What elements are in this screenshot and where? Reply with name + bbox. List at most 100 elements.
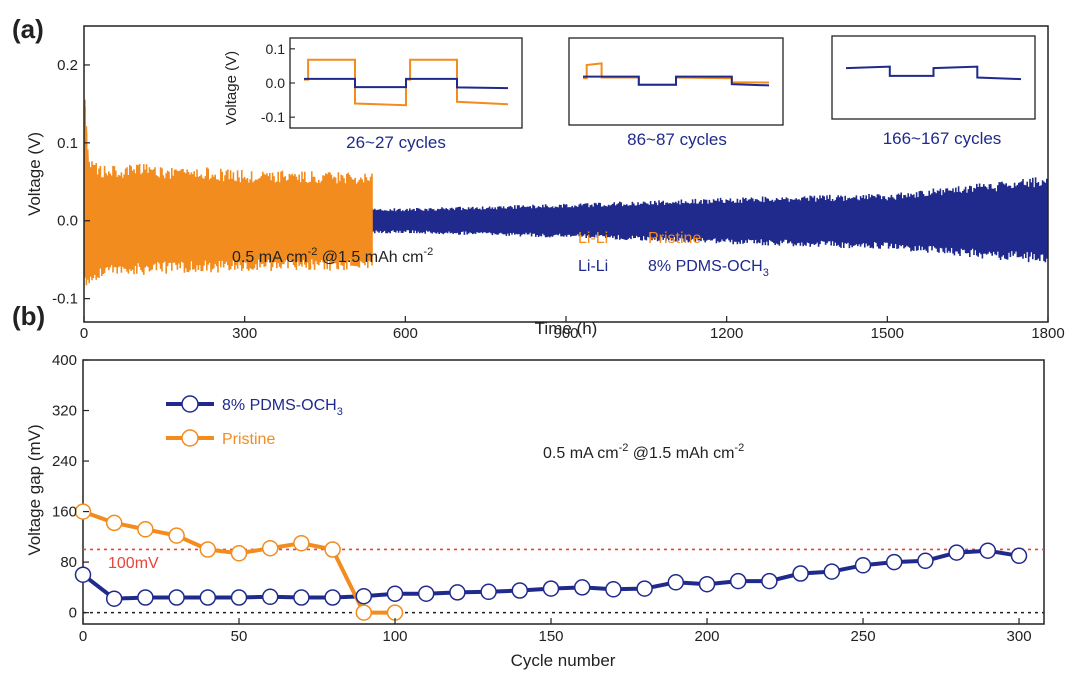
panel-b-point-pdms-och3 xyxy=(449,584,466,601)
panel-a-annot-prefix: 0.5 mA cm xyxy=(232,249,308,266)
inset-166-167-series xyxy=(845,65,1022,81)
panel-b-point-pdms-och3 xyxy=(542,580,560,597)
panel-b-point-pdms-och3 xyxy=(74,566,92,583)
legend-pdms-label: 8% PDMS-OCH3 xyxy=(222,397,343,418)
panel-b-reference-lines xyxy=(83,548,1044,614)
inset-26-27-y-axis-title: Voltage (V) xyxy=(223,51,240,125)
panel-b-point-pdms-och3 xyxy=(480,583,497,601)
panel-b-label: (b) xyxy=(12,301,45,331)
panel-b-100mv-label: 100mV xyxy=(108,555,159,572)
panel-a-label: (a) xyxy=(12,14,44,44)
panel-b-y-tick-label: 320 xyxy=(52,403,77,420)
inset-86-87-label: 86~87 cycles xyxy=(627,130,727,149)
panel-b-x-tick-label: 150 xyxy=(539,628,564,645)
panel-b-y-axis-title: Voltage gap (mV) xyxy=(25,424,44,555)
panel-b-point-pdms-och3 xyxy=(573,579,591,596)
legend-pdms-sub: 3 xyxy=(337,406,343,418)
panel-b-point-pdms-och3 xyxy=(386,585,404,602)
panel-a-legend-pdms-sub: 3 xyxy=(763,267,769,279)
panel-b-point-pdms-och3 xyxy=(729,572,747,590)
panel-a-legend: Li-Li Pristine Li-Li 8% PDMS-OCH3 xyxy=(578,230,769,279)
panel-a-y-tick-label: 0.0 xyxy=(57,213,78,230)
panel-b-point-pdms-och3 xyxy=(605,581,622,598)
panel-a-x-tick-label: 0 xyxy=(80,325,88,342)
inset-26-27-label: 26~27 cycles xyxy=(346,133,446,152)
inset-1-series-navy xyxy=(304,77,509,90)
panel-b-point-pdms-och3 xyxy=(948,544,965,561)
panel-b-point-pdms-och3 xyxy=(293,589,310,606)
inset-86-87-series xyxy=(583,62,770,87)
panel-b-point-pdms-och3 xyxy=(261,588,279,606)
panel-b-point-pristine xyxy=(386,604,404,621)
panel-b-point-pdms-och3 xyxy=(324,589,341,606)
panel-b-point-pdms-och3 xyxy=(698,575,716,593)
panel-b-point-pristine xyxy=(293,534,310,552)
panel-b-annot-sup1: -2 xyxy=(619,442,629,454)
inset-y-tick-label: -0.1 xyxy=(261,109,285,125)
panel-b-point-pristine xyxy=(230,545,248,562)
panel-b-x-tick-label: 100 xyxy=(382,628,407,645)
panel-a-x-tick-label: 600 xyxy=(393,325,418,342)
inset-26-27-series xyxy=(304,58,509,107)
panel-b-y-tick-label: 400 xyxy=(52,352,77,369)
panel-a-legend-pdms-main: 8% PDMS-OCH xyxy=(648,258,763,275)
panel-a-annot-sup1: -2 xyxy=(308,246,318,258)
inset-166-167-cycles: 166~167 cycles xyxy=(831,35,1036,148)
panel-b-y-tick-label: 160 xyxy=(52,504,77,521)
panel-b-point-pdms-och3 xyxy=(667,574,685,591)
panel-a-series-layer xyxy=(84,99,1048,286)
legend-pdms-marker xyxy=(181,395,199,413)
inset-3-series-navy xyxy=(845,65,1022,81)
panel-b-point-pdms-och3 xyxy=(636,580,653,597)
panel-a-y-axis-title: Voltage (V) xyxy=(25,132,44,216)
inset-86-87-cycles: 86~87 cycles xyxy=(568,37,784,149)
panel-a-legend-cell-pdms: Li-Li xyxy=(578,258,608,275)
panel-b-point-pristine xyxy=(324,541,341,558)
panel-b-y-ticks: 0 80 160 240 320 400 xyxy=(52,352,89,622)
inset-166-167-label: 166~167 cycles xyxy=(883,129,1002,148)
panel-b-point-pdms-och3 xyxy=(854,557,872,574)
panel-b-y-tick-label: 0 xyxy=(69,605,77,622)
panel-b-annot-sup2: -2 xyxy=(734,442,744,454)
panel-a-y-tick-label: -0.1 xyxy=(52,291,78,308)
legend-pristine-label: Pristine xyxy=(222,431,275,448)
panel-b-x-tick-label: 200 xyxy=(695,628,720,645)
panel-a-x-tick-label: 1200 xyxy=(710,325,743,342)
panel-a-annot-mid: @1.5 mAh cm xyxy=(317,249,423,266)
inset-26-27-cycles: -0.1 0.0 0.1 Voltage (V) 26~27 cycles xyxy=(223,37,523,152)
panel-b-point-pristine xyxy=(199,541,217,558)
panel-b-plot-frame xyxy=(82,359,1045,625)
panel-b-x-tick-label: 50 xyxy=(231,628,248,645)
panel-b-point-pristine xyxy=(168,527,185,544)
panel-a-x-ticks: 0 300 600 900 1200 1500 1800 xyxy=(80,316,1065,342)
panel-b-point-pdms-och3 xyxy=(230,589,248,606)
panel-b-point-pdms-och3 xyxy=(885,553,903,571)
panel-a-legend-cell-pristine: Li-Li xyxy=(578,230,608,247)
legend-pdms-main: 8% PDMS-OCH xyxy=(222,397,337,414)
panel-b-x-tick-label: 300 xyxy=(1007,628,1032,645)
panel-b-point-pdms-och3 xyxy=(1010,547,1028,565)
panel-b-point-pdms-och3 xyxy=(355,587,373,605)
panel-b-point-pdms-och3 xyxy=(979,542,997,559)
panel-a-y-tick-label: 0.2 xyxy=(57,57,78,74)
panel-a-legend-name-pdms: 8% PDMS-OCH3 xyxy=(648,258,769,279)
panel-b-point-pdms-och3 xyxy=(105,590,123,607)
panel-a-x-tick-label: 1800 xyxy=(1031,325,1064,342)
panel-a-x-tick-label: 1500 xyxy=(871,325,904,342)
panel-b-point-pdms-och3 xyxy=(761,572,778,590)
panel-b-series-layer xyxy=(74,503,1028,621)
panel-a-x-tick-label: 300 xyxy=(232,325,257,342)
panel-b-point-pdms-och3 xyxy=(792,565,809,582)
panel-a: (a) 0 300 600 900 1200 1500 1800 -0.1 0.0 0.1 0.2… xyxy=(12,14,1065,342)
panel-b-x-ticks: 0 50 100 150 200 250 300 xyxy=(79,618,1032,645)
panel-b-y-tick-label: 80 xyxy=(60,554,77,571)
panel-b-x-tick-label: 0 xyxy=(79,628,87,645)
panel-b-legend: 8% PDMS-OCH3 Pristine xyxy=(166,395,343,448)
panel-b-annot-mid: @1.5 mAh cm xyxy=(628,445,734,462)
panel-b-point-pristine xyxy=(355,604,373,621)
inset-1-series-orange xyxy=(304,58,509,107)
panel-b-point-pristine xyxy=(137,521,154,538)
panel-b-point-pdms-och3 xyxy=(137,589,154,606)
panel-b-x-tick-label: 250 xyxy=(851,628,876,645)
